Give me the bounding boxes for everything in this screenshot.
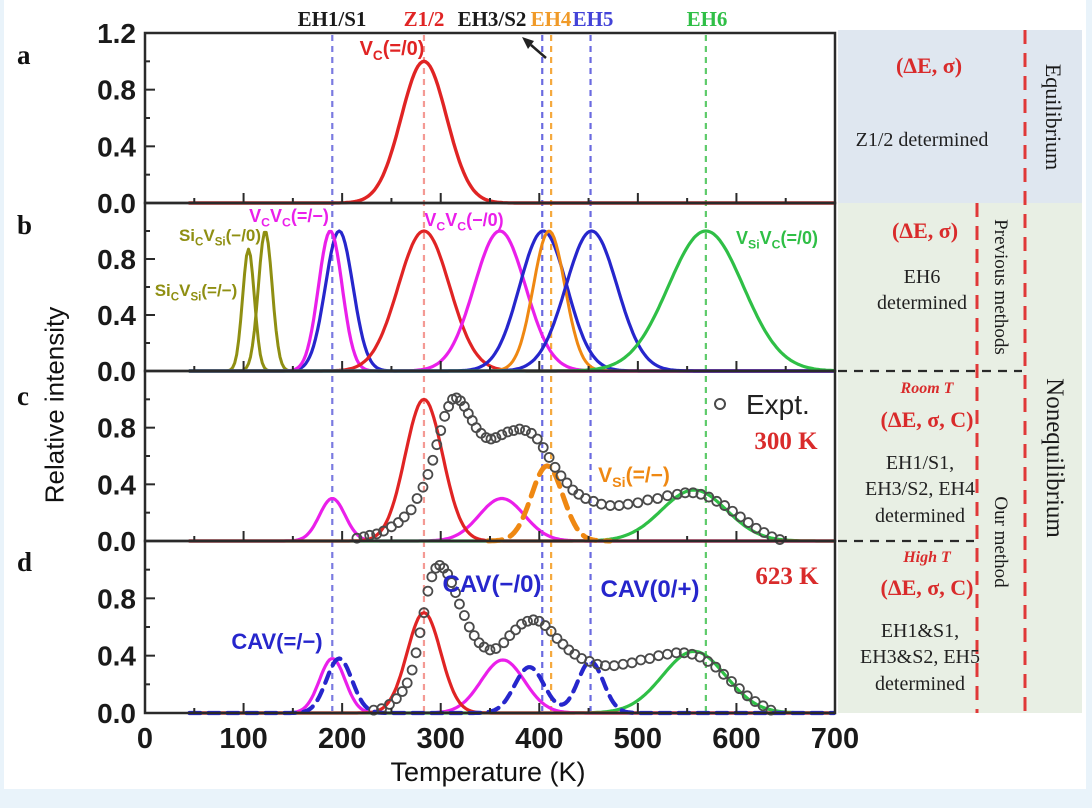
- svg-text:100: 100: [219, 723, 267, 755]
- equilibrium-label: Equilibrium: [1041, 63, 1066, 171]
- row-d-params: (ΔE, σ, C): [880, 575, 974, 600]
- curve-label-vcvc-eqm: VCVC(=/−): [249, 206, 329, 230]
- row-c-text: EH1/S1, EH3/S2, EH4 determined: [865, 452, 975, 527]
- row-a-text: Z1/2 determined: [855, 129, 989, 151]
- curve-label-sicvsi-m0: SiCVSi(−/0): [178, 226, 262, 249]
- svg-text:0.4: 0.4: [97, 641, 136, 672]
- curve-label-vc: VC(=/0): [359, 38, 425, 63]
- svg-text:0.4: 0.4: [97, 131, 136, 162]
- svg-text:300: 300: [417, 723, 465, 755]
- row-b-text: EH6 determined: [877, 266, 967, 315]
- annotation-box-nonequilibrium: [838, 203, 1082, 713]
- vline-label-z12: Z1/2: [403, 7, 445, 31]
- x-axis-title: Temperature (K): [390, 757, 586, 787]
- svg-text:0.4: 0.4: [97, 469, 136, 500]
- curve-label-cav-m0: CAV(−/0): [442, 571, 542, 598]
- svg-text:0.0: 0.0: [97, 526, 136, 557]
- panel-letter-c: c: [17, 381, 29, 411]
- svg-text:0.8: 0.8: [97, 75, 136, 106]
- svg-text:600: 600: [712, 723, 760, 755]
- vline-label-eh5: EH5: [572, 7, 614, 31]
- svg-text:1.2: 1.2: [97, 18, 136, 49]
- row-c-tag: Room T: [900, 380, 954, 397]
- curve-label-vsi: VSi(=/−): [598, 464, 670, 492]
- svg-text:0.4: 0.4: [97, 300, 136, 331]
- svg-text:0.8: 0.8: [97, 413, 136, 444]
- svg-text:200: 200: [318, 723, 366, 755]
- annotation-box-equilibrium: [838, 30, 1082, 203]
- svg-text:0.8: 0.8: [97, 583, 136, 614]
- row-d-text: EH1&S1, EH3&S2, EH5 determined: [860, 620, 980, 695]
- row-a-params: (ΔE, σ): [895, 53, 963, 78]
- curve-label-vsivc: VSiVC(=/0): [736, 228, 818, 252]
- curve-label-cav-eqm: CAV(=/−): [231, 629, 323, 654]
- panel-letter-a: a: [17, 40, 31, 70]
- panel-d-temperature: 623 K: [755, 563, 819, 590]
- previous-methods-label: Previous methods: [990, 219, 1011, 355]
- svg-text:700: 700: [811, 723, 859, 755]
- panel-letter-d: d: [17, 547, 33, 577]
- curve-label-vcvc-m0: VCVC(−/0): [424, 210, 504, 234]
- svg-text:400: 400: [515, 723, 563, 755]
- row-c-params: (ΔE, σ, C): [880, 407, 974, 432]
- curve-label-sicvsi-eqm: SiCVSi(=/−): [154, 281, 238, 304]
- panel-letter-b: b: [17, 210, 33, 240]
- panel-c-temperature: 300 K: [754, 428, 818, 455]
- vline-label-eh4: EH4: [530, 7, 572, 31]
- svg-text:0.0: 0.0: [97, 188, 136, 219]
- vline-label-eh1s1: EH1/S1: [297, 7, 367, 31]
- nonequilibrium-label: Nonequilibrium: [1041, 378, 1068, 538]
- legend-expt-label: Expt.: [746, 389, 810, 420]
- svg-text:500: 500: [614, 723, 662, 755]
- svg-text:0.8: 0.8: [97, 244, 136, 275]
- svg-text:0.0: 0.0: [97, 698, 136, 729]
- curve-label-cav-0p: CAV(0/+): [600, 576, 700, 603]
- vline-label-eh6: EH6: [686, 7, 728, 31]
- svg-text:0: 0: [137, 723, 153, 755]
- y-axis-title: Relative intensity: [39, 306, 70, 504]
- row-b-params: (ΔE, σ): [891, 218, 959, 243]
- svg-text:0.0: 0.0: [97, 356, 136, 387]
- vline-label-eh3s2: EH3/S2: [457, 7, 527, 31]
- row-d-tag: High T: [903, 549, 951, 566]
- our-method-label: Our method: [990, 496, 1011, 588]
